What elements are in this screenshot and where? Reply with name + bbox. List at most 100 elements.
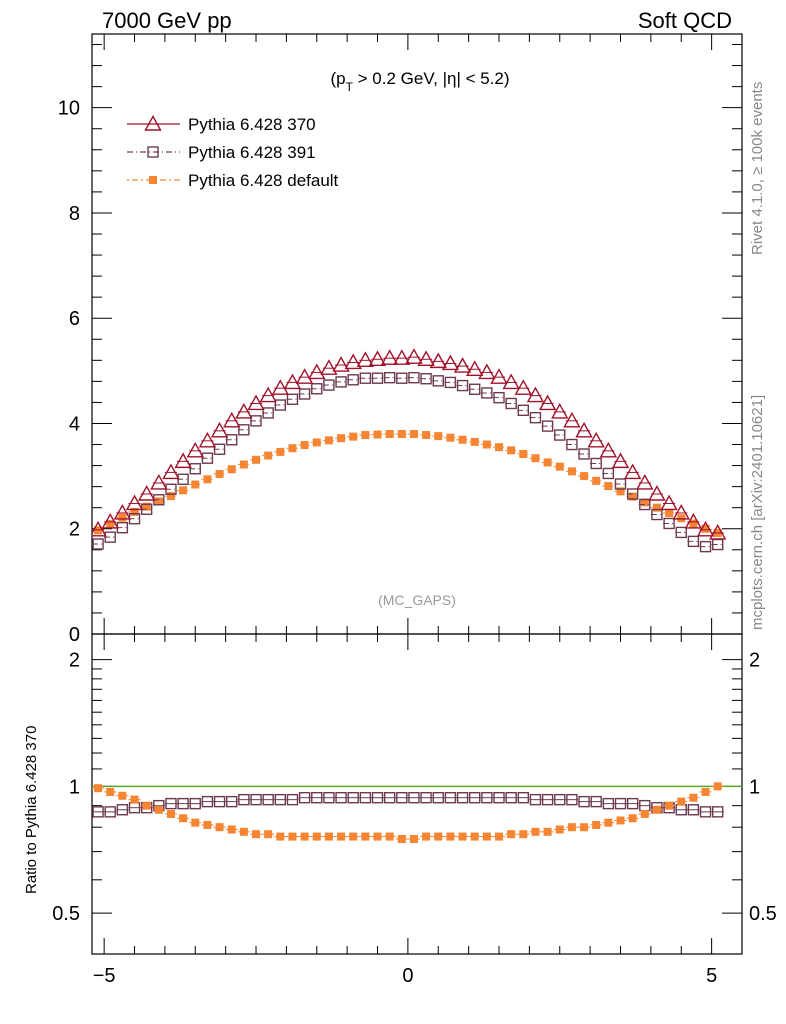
ratio-point bbox=[359, 791, 372, 804]
data-point bbox=[104, 531, 116, 543]
data-point bbox=[441, 354, 460, 371]
data-point bbox=[470, 437, 479, 446]
data-point bbox=[529, 411, 542, 424]
ratio-point bbox=[373, 832, 382, 841]
ratio-point bbox=[712, 806, 724, 818]
legend-marker bbox=[149, 176, 157, 184]
ratio-point bbox=[616, 816, 625, 825]
ratio-point bbox=[677, 797, 686, 806]
ratio-point bbox=[434, 832, 443, 841]
data-point bbox=[247, 394, 265, 411]
data-point bbox=[563, 411, 581, 428]
y-tick-label: 10 bbox=[58, 98, 80, 120]
data-point bbox=[283, 373, 302, 390]
data-point bbox=[469, 383, 481, 395]
ratio-point bbox=[495, 832, 504, 841]
data-point bbox=[323, 379, 335, 391]
ratio-point bbox=[458, 832, 467, 841]
ratio-point bbox=[531, 827, 540, 836]
data-point bbox=[481, 387, 493, 399]
data-point bbox=[623, 463, 642, 480]
data-point bbox=[626, 488, 639, 500]
data-point bbox=[337, 434, 346, 443]
data-point bbox=[651, 508, 663, 521]
data-point bbox=[507, 446, 516, 455]
y-tick-label: 4 bbox=[69, 413, 80, 435]
data-point bbox=[628, 492, 637, 501]
data-point bbox=[699, 540, 712, 553]
data-point bbox=[502, 373, 520, 390]
data-point bbox=[648, 485, 666, 501]
ratio-point bbox=[604, 818, 613, 827]
data-point bbox=[554, 429, 566, 441]
cut-label: (pT > 0.2 GeV, |η| < 5.2) bbox=[330, 69, 509, 94]
data-point bbox=[118, 513, 127, 522]
data-point bbox=[332, 356, 350, 372]
ratio-point bbox=[227, 825, 236, 834]
data-point bbox=[405, 348, 423, 364]
data-point bbox=[239, 460, 248, 469]
data-point bbox=[490, 368, 508, 384]
y-tick-label: 2 bbox=[69, 519, 80, 541]
ratio-point bbox=[324, 832, 333, 841]
data-point bbox=[652, 503, 661, 512]
data-point bbox=[611, 452, 630, 469]
ratio-point bbox=[288, 832, 297, 841]
x-tick-label: 5 bbox=[706, 965, 717, 987]
data-point bbox=[226, 434, 238, 446]
data-point bbox=[274, 399, 287, 411]
data-point bbox=[396, 372, 408, 384]
data-point bbox=[599, 441, 618, 458]
ratio-point bbox=[130, 795, 139, 804]
data-point bbox=[271, 379, 290, 395]
data-point bbox=[639, 498, 651, 511]
data-point bbox=[92, 520, 107, 537]
legend-marker bbox=[147, 146, 159, 158]
ratio-point bbox=[541, 793, 554, 806]
ratio-point bbox=[274, 793, 287, 806]
x-tick-label: 0 bbox=[402, 965, 413, 987]
data-point bbox=[409, 430, 418, 438]
data-point bbox=[453, 357, 472, 373]
mcplots-label: mcplots.cern.ch [arXiv:2401.10621] bbox=[749, 395, 766, 630]
ratio-point bbox=[396, 791, 408, 804]
data-point bbox=[602, 467, 615, 480]
data-point bbox=[235, 402, 253, 419]
data-point bbox=[101, 512, 119, 529]
data-point bbox=[162, 463, 180, 480]
data-point bbox=[113, 504, 132, 520]
data-point bbox=[368, 350, 387, 366]
cut-label-sub: T bbox=[346, 80, 354, 94]
ratio-point bbox=[409, 835, 418, 844]
data-point bbox=[517, 404, 530, 417]
category-label: Soft QCD bbox=[638, 8, 732, 33]
data-point bbox=[286, 393, 299, 405]
data-point bbox=[696, 520, 715, 537]
data-point bbox=[505, 397, 517, 410]
ratio-point bbox=[580, 823, 589, 832]
data-point bbox=[587, 431, 605, 448]
data-point bbox=[580, 472, 589, 481]
data-point bbox=[531, 454, 540, 463]
ratio-point bbox=[469, 791, 481, 804]
main-series-group bbox=[92, 348, 727, 553]
data-point bbox=[154, 497, 163, 506]
ratio-point bbox=[687, 804, 700, 816]
legend-label: Pythia 6.428 391 bbox=[188, 143, 316, 162]
ratio-tick-label: 2 bbox=[69, 650, 80, 672]
ratio-point bbox=[456, 791, 469, 804]
ratio-point bbox=[142, 801, 151, 810]
data-point bbox=[555, 462, 564, 471]
data-point bbox=[213, 443, 226, 455]
data-point bbox=[130, 507, 139, 516]
data-point bbox=[684, 512, 703, 529]
data-point bbox=[311, 383, 323, 395]
axis-ticks bbox=[92, 34, 742, 955]
data-point bbox=[106, 520, 115, 528]
data-point bbox=[616, 487, 625, 496]
ratio-point bbox=[470, 832, 479, 841]
data-point bbox=[264, 451, 273, 460]
data-point bbox=[125, 494, 144, 511]
data-point bbox=[356, 351, 375, 368]
